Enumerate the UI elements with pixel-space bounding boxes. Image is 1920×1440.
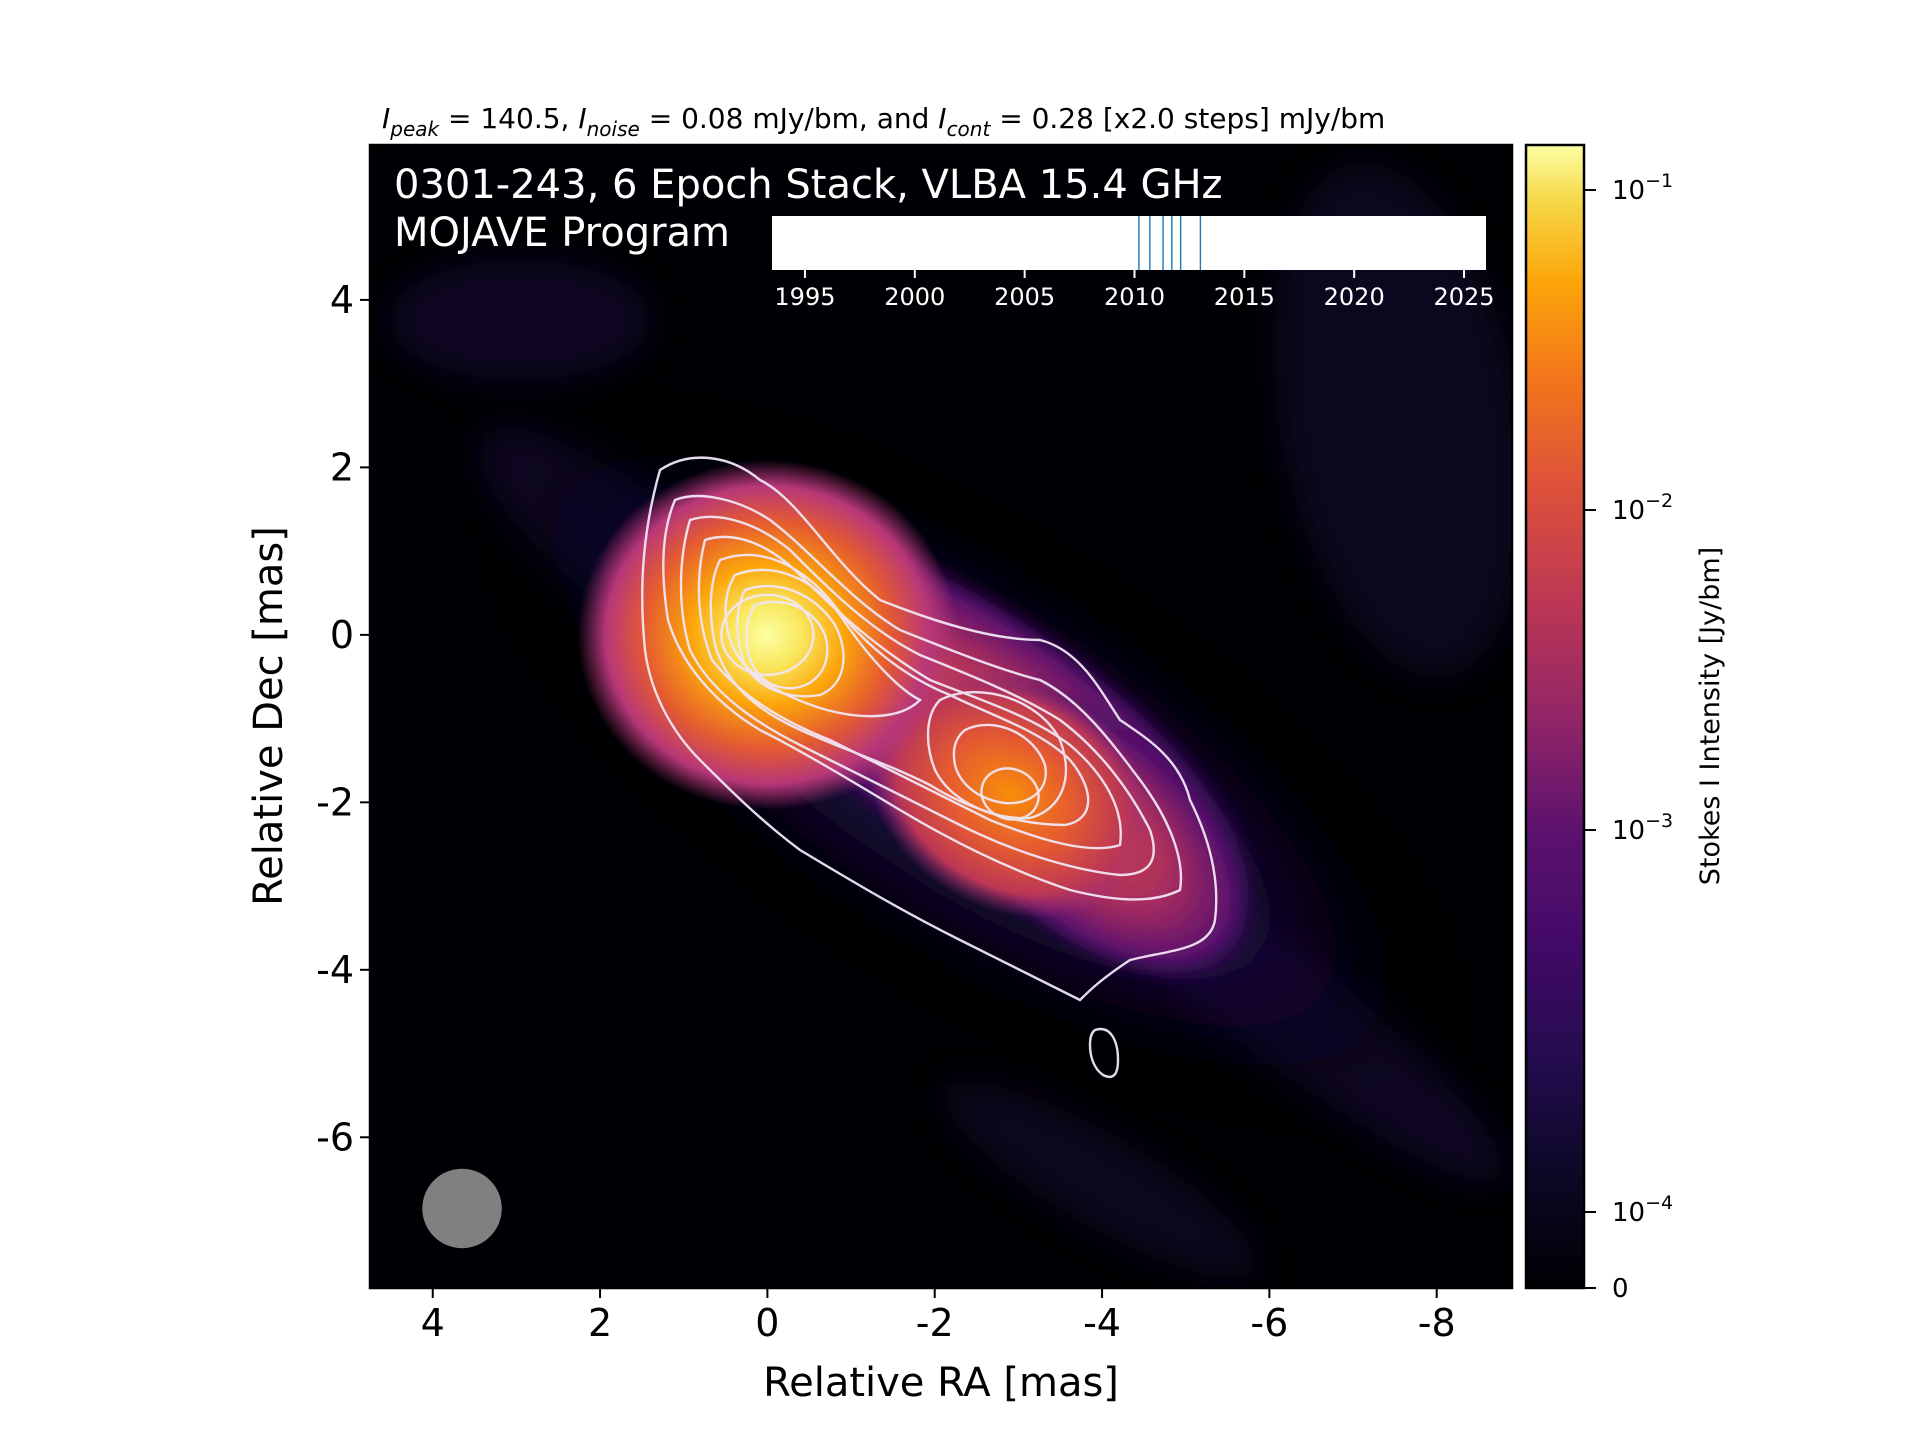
plot-frame <box>368 143 1514 1290</box>
x-tick-label: -2 <box>916 1301 954 1345</box>
contour-knot-2 <box>952 723 1047 805</box>
x-tick-label: 0 <box>755 1301 779 1345</box>
y-tick-label: 4 <box>330 278 354 322</box>
x-tick-label: -4 <box>1083 1301 1121 1345</box>
chart-subtitle: Ipeak = 140.5, Inoise = 0.08 mJy/bm, and… <box>382 102 1385 141</box>
colorbar-label: Stokes I Intensity [Jy/bm] <box>1695 547 1726 885</box>
y-axis-label: Relative Dec [mas] <box>246 526 292 906</box>
y-tick-label: 2 <box>330 445 354 489</box>
colorbar-frame <box>1524 143 1586 1290</box>
contour-level-1 <box>641 456 1218 1002</box>
epoch-tick-label: 2015 <box>1214 283 1275 311</box>
epoch-tick-label: 2020 <box>1324 283 1385 311</box>
x-tick-label: -8 <box>1418 1301 1456 1345</box>
contour-level-6 <box>724 568 923 718</box>
colorbar-tick-label: 0 <box>1612 1274 1629 1304</box>
y-axis-ticks: 4 2 0 -2 -4 -6 <box>316 278 370 1159</box>
contour-level-2 <box>662 494 1183 901</box>
colorbar: 10−1 10−2 10−3 10−4 0 Stokes I Intensity [Jy… <box>1524 143 1726 1304</box>
epoch-ticks: 1995 2000 2005 2010 2015 2020 2025 <box>774 270 1495 311</box>
epoch-timeline-inset: 1995 2000 2005 2010 2015 2020 2025 <box>772 216 1495 311</box>
y-tick-label: 0 <box>330 613 354 657</box>
epoch-tick-label: 1995 <box>774 283 835 311</box>
contour-level-7 <box>736 585 845 698</box>
colorbar-tick-label: 10−3 <box>1612 810 1673 846</box>
jet-knot-emission <box>867 669 1153 919</box>
x-tick-label: 2 <box>588 1301 612 1345</box>
epoch-tick-label: 2005 <box>994 283 1055 311</box>
contour-core-inner <box>720 593 815 677</box>
colorbar-tick-label: 10−4 <box>1612 1192 1673 1228</box>
x-tick-label: -6 <box>1250 1301 1288 1345</box>
epoch-lines <box>1138 216 1202 270</box>
x-axis-ticks: 4 2 0 -2 -4 -6 -8 <box>421 1288 1456 1345</box>
contour-level-3 <box>679 515 1155 877</box>
contour-knot-inner <box>980 767 1040 821</box>
epoch-tick-label: 2000 <box>884 283 945 311</box>
colorbar-tick-label: 10−2 <box>1612 490 1673 526</box>
contour-knot-1 <box>926 691 1068 820</box>
x-axis-label: Relative RA [mas] <box>763 1360 1119 1406</box>
colorbar-ticks: 10−1 10−2 10−3 10−4 0 <box>1584 170 1673 1304</box>
epoch-tick-label: 2025 <box>1433 283 1494 311</box>
overlay-title-line-1: 0301-243, 6 Epoch Stack, VLBA 15.4 GHz <box>394 162 1223 208</box>
colorbar-tick-label: 10−1 <box>1612 170 1673 206</box>
restoring-beam <box>422 1168 502 1249</box>
contours <box>641 456 1218 1079</box>
intensity-map: 0301-243, 6 Epoch Stack, VLBA 15.4 GHz M… <box>370 145 1512 1288</box>
colorbar-gradient <box>1526 145 1584 1288</box>
contour-level-5 <box>709 553 1090 827</box>
x-tick-label: 4 <box>421 1301 445 1345</box>
core-emission <box>577 459 958 810</box>
y-tick-label: -2 <box>316 780 354 824</box>
y-tick-label: -4 <box>316 948 354 992</box>
overlay-title-line-2: MOJAVE Program <box>394 210 730 256</box>
contour-detached-blob <box>1088 1027 1120 1079</box>
epoch-timeline-box <box>772 216 1486 270</box>
epoch-tick-label: 2010 <box>1104 283 1165 311</box>
y-tick-label: -6 <box>316 1115 354 1159</box>
